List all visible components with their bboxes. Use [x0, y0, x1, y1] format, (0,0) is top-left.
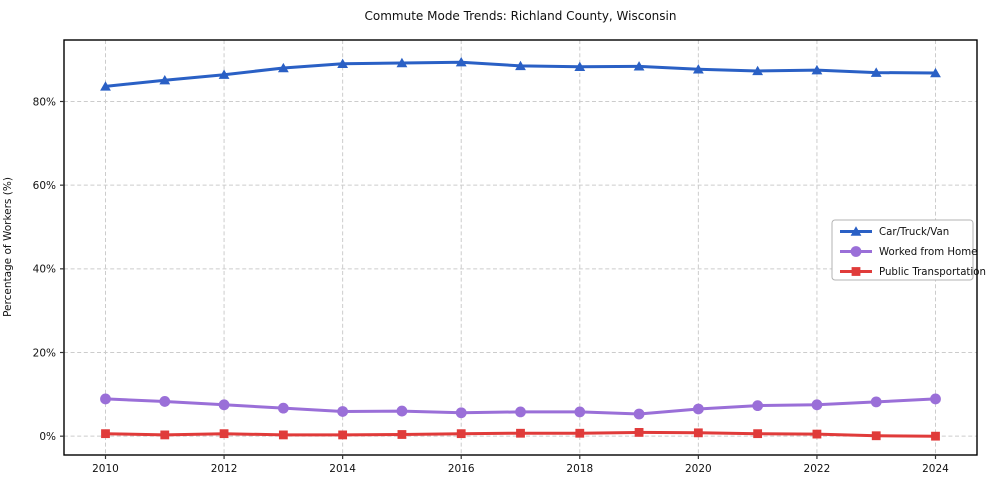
- triangle-marker: [752, 65, 764, 76]
- legend-item-car-truck-van: Car/Truck/Van: [840, 226, 949, 238]
- square-marker: [278, 430, 288, 440]
- square-marker: [101, 429, 110, 439]
- series-worked-from-home: [100, 393, 941, 420]
- x-tick-label: 2012: [211, 463, 238, 475]
- triangle-marker: [692, 64, 704, 74]
- triangle-marker: [633, 61, 645, 71]
- square-marker: [693, 428, 703, 438]
- triangle-marker: [870, 67, 882, 77]
- plot-border: [63, 39, 978, 456]
- square-marker: [516, 428, 525, 438]
- series-car-truck-van: [100, 56, 941, 91]
- circle-marker: [159, 396, 171, 407]
- circle-marker: [515, 406, 526, 418]
- y-tick-label: 0%: [39, 431, 56, 443]
- x-tick-label: 2022: [804, 463, 831, 475]
- circle-marker: [930, 393, 941, 405]
- triangle-marker: [277, 62, 289, 73]
- circle-marker: [633, 408, 645, 420]
- circle-marker: [277, 402, 289, 414]
- y-tick-label: 20%: [33, 347, 56, 359]
- circle-marker: [218, 399, 230, 411]
- triangle-marker: [337, 58, 349, 69]
- square-marker: [397, 430, 407, 439]
- y-axis-label: Percentage of Workers (%): [2, 177, 14, 317]
- square-marker: [871, 431, 881, 441]
- triangle-marker: [930, 67, 941, 78]
- square-marker: [931, 431, 940, 441]
- circle-marker: [870, 396, 882, 408]
- legend-box: [831, 219, 974, 281]
- circle-marker: [811, 399, 823, 411]
- triangle-marker: [100, 81, 111, 91]
- square-marker: [634, 428, 644, 437]
- legend-item-public-transportation: Public Transportation: [840, 267, 986, 278]
- square-marker: [851, 267, 861, 276]
- circle-marker: [337, 406, 349, 417]
- triangle-marker: [850, 226, 862, 236]
- legend-label: Public Transportation: [879, 267, 986, 278]
- square-marker: [219, 429, 229, 439]
- circle-marker: [752, 400, 764, 412]
- square-marker: [812, 429, 822, 439]
- triangle-marker: [574, 61, 586, 71]
- triangle-marker: [515, 60, 526, 71]
- circle-marker: [574, 406, 586, 418]
- square-marker: [753, 429, 763, 439]
- legend-label: Worked from Home: [879, 247, 977, 258]
- triangle-marker: [811, 64, 823, 75]
- legend-item-worked-from-home: Worked from Home: [840, 246, 977, 258]
- y-tick-label: 60%: [33, 180, 56, 192]
- x-tick-label: 2020: [685, 463, 712, 475]
- y-tick-label: 40%: [33, 264, 56, 276]
- circle-marker: [100, 393, 111, 405]
- square-marker: [456, 429, 466, 439]
- square-marker: [338, 430, 348, 440]
- y-tick-label: 80%: [33, 96, 56, 108]
- triangle-marker: [396, 57, 408, 68]
- triangle-marker: [455, 56, 467, 67]
- triangle-marker: [218, 69, 230, 79]
- x-tick-label: 2024: [922, 463, 949, 475]
- x-tick-label: 2018: [566, 463, 593, 475]
- circle-marker: [396, 405, 408, 417]
- square-marker: [575, 428, 585, 438]
- square-marker: [160, 430, 170, 440]
- x-tick-label: 2010: [92, 463, 119, 475]
- triangle-marker: [159, 74, 171, 85]
- chart-title: Commute Mode Trends: Richland County, Wi…: [364, 9, 677, 23]
- series-public-transportation: [101, 428, 940, 441]
- circle-marker: [692, 403, 704, 415]
- circle-marker: [850, 246, 862, 257]
- legend-label: Car/Truck/Van: [879, 227, 949, 238]
- legend: Car/Truck/Van Worked from Home Public Tran…: [831, 219, 986, 281]
- circle-marker: [455, 407, 467, 419]
- x-tick-label: 2016: [448, 463, 475, 475]
- x-tick-label: 2014: [329, 463, 356, 475]
